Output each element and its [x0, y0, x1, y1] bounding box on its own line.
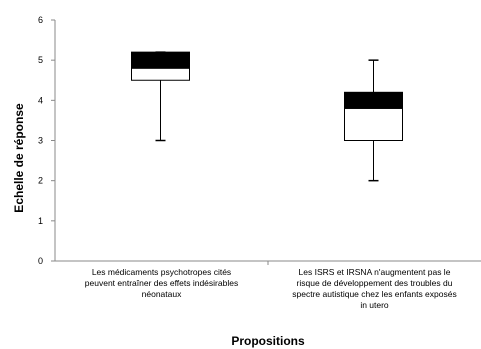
category-label-line: in utero [360, 300, 389, 310]
y-tick-label: 2 [38, 176, 43, 186]
y-tick-label: 1 [38, 216, 43, 226]
category-label-2: Les ISRS et IRSNA n'augmentent pas le ris… [292, 267, 456, 310]
upper-box-median-q3 [131, 51, 190, 69]
y-tick-labels: 0 1 2 3 4 5 6 [38, 15, 43, 266]
x-axis-title: Propositions [231, 334, 305, 348]
y-tick-label: 0 [38, 256, 43, 266]
category-labels: Les médicaments psychotropes cités peuven… [85, 267, 457, 310]
upper-box-median-q3 [344, 91, 403, 109]
y-tick-label: 5 [38, 55, 43, 65]
category-label-line: peuvent entraîner des effets indésirable… [85, 278, 238, 288]
y-tick-label: 3 [38, 136, 43, 146]
category-label-line: néonataux [142, 289, 182, 299]
category-label-line: Les ISRS et IRSNA n'augmentent pas le [299, 267, 451, 277]
box-1 [131, 51, 190, 142]
y-tick-label: 4 [38, 95, 43, 105]
boxes-group [131, 51, 403, 182]
axes-group [51, 19, 481, 265]
y-axis-title: Echelle de réponse [12, 103, 26, 213]
box-2 [344, 59, 403, 182]
category-label-1: Les médicaments psychotropes cités peuven… [85, 267, 238, 299]
lower-box-q1-median [344, 107, 403, 142]
category-label-line: spectre autistique chez les enfants expo… [292, 289, 456, 299]
lower-box-q1-median [131, 67, 190, 81]
category-label-line: Les médicaments psychotropes cités [92, 267, 231, 277]
y-tick-label: 6 [38, 15, 43, 25]
category-label-line: risque de développement des troubles du [297, 278, 453, 288]
